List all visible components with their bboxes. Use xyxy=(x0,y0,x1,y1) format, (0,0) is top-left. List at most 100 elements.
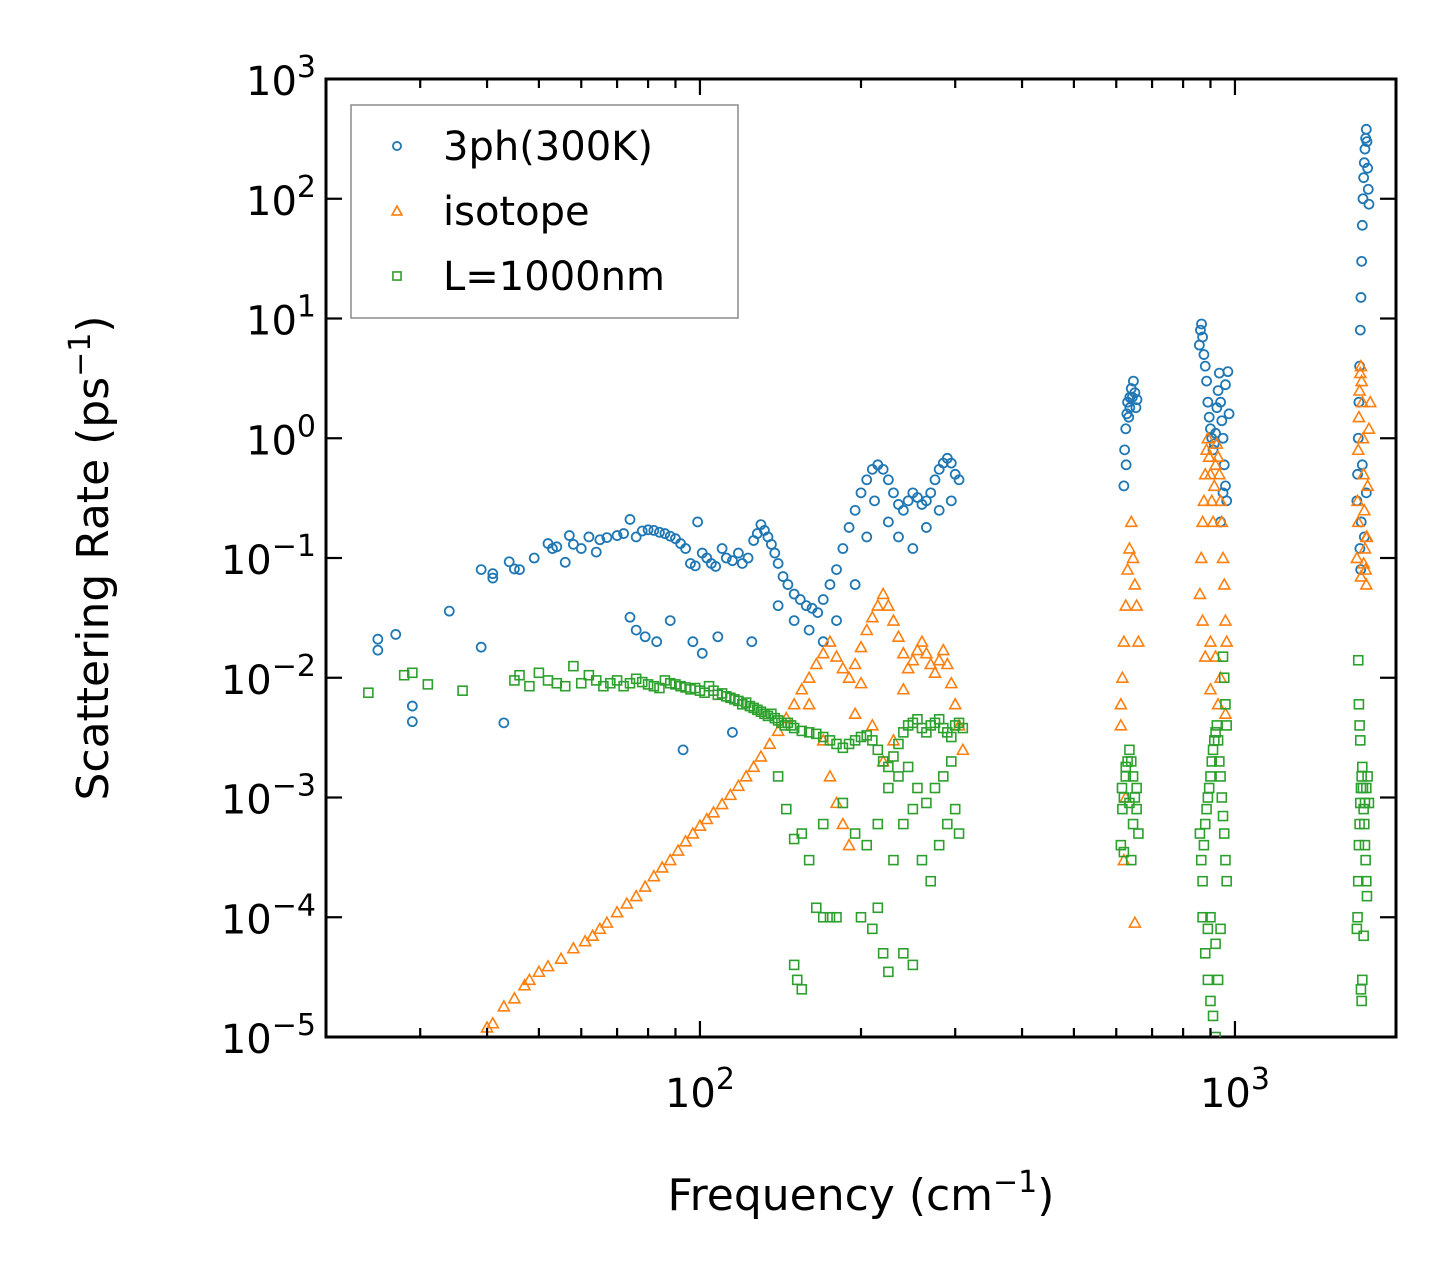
data-point xyxy=(953,474,965,486)
data-point xyxy=(916,854,928,866)
data-point xyxy=(788,588,800,600)
data-point xyxy=(575,543,587,554)
data-point xyxy=(1351,514,1366,528)
data-point xyxy=(1354,735,1366,746)
data-point xyxy=(1357,503,1372,516)
data-point xyxy=(803,624,815,636)
data-point xyxy=(692,516,704,528)
data-point xyxy=(1216,415,1228,427)
data-point xyxy=(590,546,602,558)
data-point xyxy=(929,474,941,486)
data-point xyxy=(872,902,884,914)
data-point xyxy=(636,676,648,688)
data-point xyxy=(1124,744,1135,756)
data-point xyxy=(888,854,899,866)
data-point xyxy=(624,514,636,525)
data-point xyxy=(1212,735,1224,746)
data-point xyxy=(1202,923,1214,935)
data-point xyxy=(1120,423,1132,435)
data-point xyxy=(817,911,829,923)
data-point xyxy=(848,656,862,670)
data-point xyxy=(1362,183,1374,195)
data-point xyxy=(1217,487,1229,499)
data-point xyxy=(1352,654,1364,666)
data-point xyxy=(720,552,732,564)
data-point xyxy=(1195,514,1210,528)
data-point xyxy=(787,697,802,710)
data-point xyxy=(949,803,961,815)
data-point xyxy=(655,860,670,873)
data-point xyxy=(854,640,868,653)
data-point xyxy=(671,843,685,856)
data-point xyxy=(865,718,880,731)
data-point xyxy=(925,875,937,887)
data-point xyxy=(1356,219,1368,231)
data-point xyxy=(746,759,761,773)
data-point xyxy=(646,869,661,882)
data-point xyxy=(888,487,899,499)
data-point xyxy=(638,879,653,892)
data-point xyxy=(659,528,671,539)
data-point xyxy=(1352,410,1366,423)
data-point xyxy=(1128,375,1139,387)
data-point xyxy=(1115,670,1130,683)
data-point xyxy=(1124,402,1136,414)
data-point xyxy=(1359,529,1374,543)
data-point xyxy=(678,834,693,847)
data-point xyxy=(594,534,606,546)
data-point xyxy=(592,921,607,935)
data-point xyxy=(1217,810,1229,822)
data-point xyxy=(1353,699,1365,710)
data-point xyxy=(855,911,867,923)
data-point xyxy=(823,634,837,647)
data-point xyxy=(896,682,911,695)
data-point xyxy=(936,643,951,656)
data-point xyxy=(940,656,955,670)
data-point xyxy=(1205,995,1216,1007)
data-point xyxy=(920,495,932,507)
data-point xyxy=(785,720,797,731)
data-point xyxy=(1194,828,1206,839)
data-point xyxy=(1354,359,1368,372)
data-point xyxy=(1127,771,1139,782)
data-point xyxy=(893,531,904,543)
data-point xyxy=(1199,442,1214,456)
data-point xyxy=(1127,915,1142,928)
data-point xyxy=(1222,366,1234,378)
data-point xyxy=(1358,930,1369,942)
data-point xyxy=(524,680,535,692)
data-point xyxy=(654,682,665,694)
data-point xyxy=(1219,634,1234,647)
data-point xyxy=(881,598,896,611)
data-point xyxy=(1220,699,1231,710)
data-point xyxy=(1353,839,1365,851)
data-point xyxy=(1354,324,1366,336)
data-point xyxy=(630,673,642,685)
data-point xyxy=(1360,782,1372,794)
data-point xyxy=(824,735,836,746)
data-point xyxy=(1212,385,1224,396)
data-point xyxy=(762,710,774,722)
data-point xyxy=(1356,459,1368,471)
data-point xyxy=(1352,911,1363,923)
data-point xyxy=(1221,875,1232,887)
data-point xyxy=(1211,449,1225,462)
data-point xyxy=(686,826,700,839)
data-point xyxy=(869,495,880,507)
data-point xyxy=(1204,493,1219,507)
data-point xyxy=(772,600,784,612)
data-point xyxy=(746,636,758,648)
data-point xyxy=(1363,395,1378,408)
data-point xyxy=(1131,803,1142,815)
data-point xyxy=(689,560,701,572)
data-point xyxy=(406,716,418,728)
data-point xyxy=(945,495,957,507)
data-point xyxy=(877,463,889,475)
data-point xyxy=(893,771,904,782)
y-tick-label: 10−2 xyxy=(221,649,316,704)
data-point xyxy=(859,622,874,636)
data-point xyxy=(559,556,571,568)
data-point xyxy=(910,643,925,656)
tick-labels: 10−5 10−4 10−3 10−2 10−1 100 101 102 103 102 103 xyxy=(221,50,1270,1117)
data-point xyxy=(590,675,602,686)
